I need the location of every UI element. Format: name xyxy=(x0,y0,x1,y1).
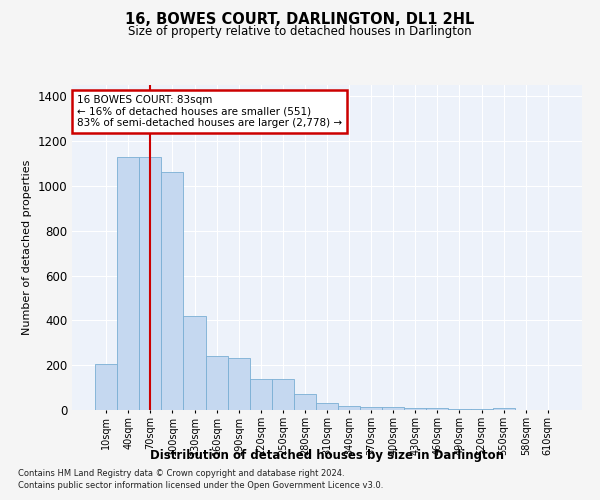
Text: Contains public sector information licensed under the Open Government Licence v3: Contains public sector information licen… xyxy=(18,481,383,490)
Bar xyxy=(360,408,382,410)
Bar xyxy=(139,156,161,410)
Text: 16, BOWES COURT, DARLINGTON, DL1 2HL: 16, BOWES COURT, DARLINGTON, DL1 2HL xyxy=(125,12,475,28)
Bar xyxy=(272,378,294,410)
Bar xyxy=(316,404,338,410)
Bar xyxy=(206,356,227,410)
Bar xyxy=(382,408,404,410)
Bar xyxy=(117,156,139,410)
Text: Size of property relative to detached houses in Darlington: Size of property relative to detached ho… xyxy=(128,25,472,38)
Bar xyxy=(338,406,360,410)
Bar xyxy=(470,409,493,410)
Text: Distribution of detached houses by size in Darlington: Distribution of detached houses by size … xyxy=(150,448,504,462)
Bar xyxy=(161,172,184,410)
Bar xyxy=(427,408,448,410)
Bar xyxy=(493,408,515,410)
Bar xyxy=(227,358,250,410)
Bar xyxy=(95,364,117,410)
Bar xyxy=(250,378,272,410)
Text: Contains HM Land Registry data © Crown copyright and database right 2024.: Contains HM Land Registry data © Crown c… xyxy=(18,468,344,477)
Bar xyxy=(294,394,316,410)
Bar xyxy=(404,408,427,410)
Bar xyxy=(184,316,206,410)
Bar xyxy=(448,409,470,410)
Y-axis label: Number of detached properties: Number of detached properties xyxy=(22,160,32,335)
Text: 16 BOWES COURT: 83sqm
← 16% of detached houses are smaller (551)
83% of semi-det: 16 BOWES COURT: 83sqm ← 16% of detached … xyxy=(77,94,342,128)
